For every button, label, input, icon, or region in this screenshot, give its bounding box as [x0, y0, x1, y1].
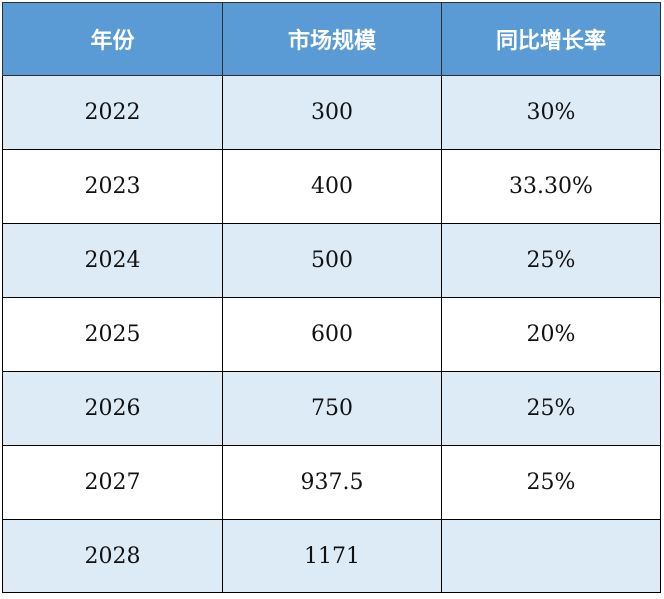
cell-year: 2022: [2, 75, 223, 150]
cell-market-size: 600: [222, 297, 442, 372]
header-year: 年份: [2, 2, 223, 76]
cell-yoy-growth: [441, 519, 661, 593]
cell-market-size: 1171: [222, 519, 442, 593]
cell-market-size: 500: [222, 223, 442, 298]
table-row: 2028 1171: [2, 519, 661, 593]
header-yoy-growth: 同比增长率: [441, 2, 661, 76]
cell-year: 2024: [2, 223, 223, 298]
cell-year: 2026: [2, 371, 223, 446]
cell-yoy-growth: 25%: [441, 371, 661, 446]
table-row: 2023 400 33.30%: [2, 149, 661, 224]
table-row: 2022 300 30%: [2, 75, 661, 150]
table-row: 2024 500 25%: [2, 223, 661, 298]
cell-market-size: 300: [222, 75, 442, 150]
cell-yoy-growth: 20%: [441, 297, 661, 372]
table-row: 2025 600 20%: [2, 297, 661, 372]
cell-market-size: 937.5: [222, 445, 442, 520]
header-market-size: 市场规模: [222, 2, 442, 76]
cell-yoy-growth: 30%: [441, 75, 661, 150]
cell-yoy-growth: 33.30%: [441, 149, 661, 224]
table-row: 2026 750 25%: [2, 371, 661, 446]
header-row: 年份 市场规模 同比增长率: [2, 2, 661, 76]
table-row: 2027 937.5 25%: [2, 445, 661, 520]
cell-year: 2027: [2, 445, 223, 520]
data-table: 年份 市场规模 同比增长率 2022 300 30% 2023 400 33.3…: [2, 2, 661, 593]
cell-year: 2025: [2, 297, 223, 372]
cell-yoy-growth: 25%: [441, 223, 661, 298]
cell-market-size: 750: [222, 371, 442, 446]
cell-market-size: 400: [222, 149, 442, 224]
cell-year: 2023: [2, 149, 223, 224]
cell-yoy-growth: 25%: [441, 445, 661, 520]
cell-year: 2028: [2, 519, 223, 593]
